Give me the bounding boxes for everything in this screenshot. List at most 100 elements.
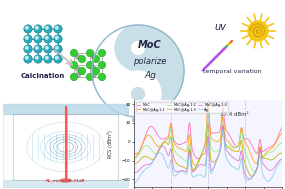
MoC@Ag-1:3	[278, 153, 281, 155]
Ag	[132, 182, 136, 184]
MoC	[204, 140, 207, 142]
Ag	[254, 170, 257, 173]
Circle shape	[34, 25, 42, 33]
MoC	[213, 132, 216, 134]
Circle shape	[54, 55, 62, 63]
Circle shape	[54, 45, 62, 53]
MoC@Ag-1:4	[220, 129, 224, 132]
Circle shape	[34, 55, 42, 63]
MoC@Ag-1:2	[206, 111, 209, 113]
MoC@Ag-1:3	[132, 163, 136, 165]
Ellipse shape	[60, 179, 71, 182]
Circle shape	[76, 73, 80, 77]
MoC@Ag-1:1	[204, 139, 207, 141]
MoC@Ag-1:3	[203, 152, 207, 154]
Line: Ag: Ag	[134, 131, 282, 183]
Circle shape	[98, 49, 106, 57]
MoC@Ag-1:2	[254, 170, 258, 172]
Circle shape	[34, 45, 42, 53]
Ag	[277, 163, 281, 165]
MoC	[280, 126, 284, 128]
Circle shape	[25, 36, 28, 39]
MoC@Ag-1:3	[251, 175, 254, 177]
Circle shape	[25, 56, 28, 59]
Circle shape	[44, 45, 52, 53]
MoC@Ag-1:2	[203, 146, 206, 148]
Line: MoC@Ag-1:2: MoC@Ag-1:2	[134, 112, 282, 171]
MoC@Ag-1:4	[132, 171, 136, 174]
Circle shape	[76, 54, 80, 60]
MoC@Ag-1:4	[212, 166, 216, 168]
Circle shape	[86, 73, 94, 81]
MoC	[221, 107, 225, 109]
Circle shape	[92, 25, 184, 117]
MoC@Ag-1:4	[203, 164, 207, 166]
MoC@Ag-1:1	[280, 132, 284, 134]
Text: Ag: Ag	[144, 71, 156, 81]
MoC@Ag-1:2	[221, 124, 224, 126]
MoC@Ag-1:3	[254, 171, 258, 173]
Circle shape	[25, 46, 28, 49]
Ag	[212, 165, 216, 168]
MoC@Ag-1:2	[280, 142, 284, 145]
MoC@Ag-1:1	[278, 136, 281, 138]
Text: MoC: MoC	[138, 40, 162, 50]
MoC@Ag-1:2	[203, 143, 207, 146]
Circle shape	[35, 36, 38, 39]
Circle shape	[132, 88, 144, 100]
Text: temporal variation: temporal variation	[203, 68, 261, 74]
Legend: MoC, MoC@Ag-1:1, MoC@Ag-1:2, MoC@Ag-1:3, MoC@Ag-1:4, Ag: MoC, MoC@Ag-1:1, MoC@Ag-1:2, MoC@Ag-1:3,…	[136, 102, 228, 113]
MoC	[196, 158, 200, 160]
Ag	[203, 175, 207, 177]
Circle shape	[115, 25, 161, 71]
MoC@Ag-1:3	[206, 123, 209, 125]
Circle shape	[55, 26, 58, 29]
Circle shape	[76, 67, 80, 71]
Line: MoC@Ag-1:4: MoC@Ag-1:4	[134, 127, 282, 179]
Circle shape	[248, 21, 268, 41]
Ag	[203, 176, 206, 178]
Circle shape	[55, 36, 58, 39]
MoC@Ag-1:4	[248, 178, 251, 180]
Circle shape	[78, 67, 86, 75]
MoC@Ag-1:4	[254, 169, 258, 171]
Circle shape	[35, 56, 38, 59]
MoC@Ag-1:1	[213, 140, 216, 142]
Circle shape	[34, 35, 42, 43]
Text: 37.4 dBm²: 37.4 dBm²	[220, 112, 249, 117]
Circle shape	[24, 25, 32, 33]
Circle shape	[45, 26, 48, 29]
Line: MoC@Ag-1:3: MoC@Ag-1:3	[134, 124, 282, 176]
Circle shape	[35, 26, 38, 29]
MoC@Ag-1:1	[203, 144, 206, 146]
Circle shape	[44, 25, 52, 33]
Circle shape	[24, 45, 32, 53]
Text: Calcination: Calcination	[21, 73, 65, 79]
Circle shape	[91, 54, 97, 60]
Y-axis label: RCS (dBm$^2$): RCS (dBm$^2$)	[106, 129, 116, 159]
Circle shape	[92, 67, 100, 75]
Text: uv: uv	[214, 22, 226, 32]
Ag	[220, 133, 224, 135]
Circle shape	[45, 36, 48, 39]
Circle shape	[98, 61, 106, 69]
MoC@Ag-1:1	[132, 156, 136, 159]
Line: MoC: MoC	[134, 104, 282, 159]
Circle shape	[55, 56, 58, 59]
MoC	[278, 133, 281, 135]
Circle shape	[86, 61, 94, 69]
Circle shape	[70, 49, 78, 57]
Circle shape	[25, 26, 28, 29]
Circle shape	[70, 73, 78, 81]
Circle shape	[115, 71, 161, 117]
Circle shape	[54, 35, 62, 43]
Wedge shape	[92, 25, 138, 117]
Ag	[221, 129, 225, 132]
MoC	[207, 103, 210, 105]
Circle shape	[44, 35, 52, 43]
Circle shape	[45, 46, 48, 49]
MoC@Ag-1:4	[278, 160, 281, 162]
Circle shape	[24, 55, 32, 63]
Circle shape	[55, 46, 58, 49]
MoC@Ag-1:2	[278, 143, 281, 146]
